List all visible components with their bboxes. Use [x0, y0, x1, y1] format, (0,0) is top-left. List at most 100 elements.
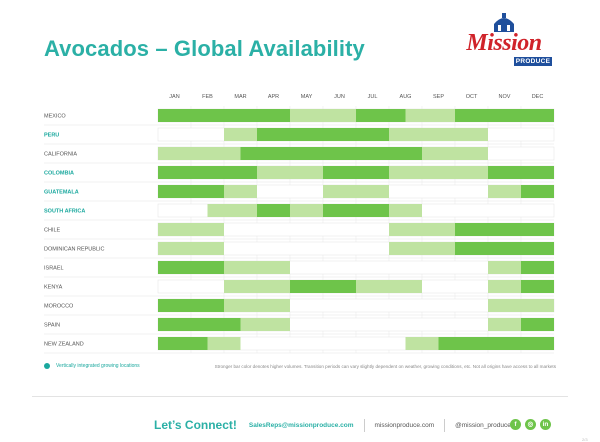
footer-handle-link[interactable]: @mission_produce [455, 421, 511, 429]
row-label-spain: SPAIN [44, 323, 60, 329]
availability-bar [455, 242, 554, 255]
row-label-new-zealand: NEW ZEALAND [44, 342, 84, 348]
logo-subtitle: PRODUCE [514, 57, 552, 66]
availability-bar [455, 109, 554, 122]
footer-separator [444, 418, 446, 432]
availability-bar [158, 318, 241, 331]
row-label-chile: CHILE [44, 228, 61, 234]
availability-bar [290, 109, 356, 122]
availability-bar [323, 166, 389, 179]
availability-bar [158, 185, 224, 198]
row-label-dominican-republic: DOMINICAN REPUBLIC [44, 247, 105, 253]
availability-bar [257, 204, 290, 217]
availability-bar [257, 128, 389, 141]
social-links: f ◎ in [510, 419, 555, 430]
footer-divider [32, 396, 568, 397]
mission-dome-icon [494, 13, 514, 32]
row-label-california: CALIFORNIA [44, 152, 77, 158]
availability-bar [158, 261, 224, 274]
footer-email-link[interactable]: SalesReps@missionproduce.com [248, 421, 354, 429]
row-label-peru: PERU [44, 133, 59, 139]
availability-bar [488, 185, 521, 198]
availability-bar [488, 318, 521, 331]
footer-connect: Let’s Connect! [154, 418, 237, 432]
month-label-feb: FEB [202, 94, 213, 100]
availability-bar [488, 166, 554, 179]
legend-label: Vertically integrated growing locations [56, 363, 140, 369]
month-label-mar: MAR [234, 94, 246, 100]
availability-bar [438, 337, 554, 350]
row-label-mexico: MEXICO [44, 114, 66, 120]
footer: Let’s Connect! SalesReps@missionproduce.… [154, 418, 511, 432]
brand-logo[interactable]: Mission PRODUCE [450, 12, 558, 66]
availability-bar [257, 166, 323, 179]
availability-bar [323, 185, 389, 198]
month-label-jul: JUL [368, 94, 378, 100]
availability-bar [158, 223, 224, 236]
availability-bar [405, 337, 439, 350]
availability-bar [389, 204, 422, 217]
instagram-icon[interactable]: ◎ [525, 419, 536, 430]
page-number: 2/3 [582, 437, 588, 442]
availability-bar [521, 318, 554, 331]
month-label-sep: SEP [433, 94, 444, 100]
availability-bar [488, 261, 521, 274]
month-label-apr: APR [268, 94, 279, 100]
legend: Vertically integrated growing locations [44, 363, 140, 369]
month-label-dec: DEC [532, 94, 544, 100]
availability-bar [224, 280, 290, 293]
availability-bar [240, 318, 290, 331]
availability-bar [389, 223, 455, 236]
availability-bar [422, 147, 488, 160]
page-title: Avocados – Global Availability [44, 36, 365, 61]
month-label-jan: JAN [169, 94, 179, 100]
availability-bar [521, 280, 554, 293]
row-label-israel: ISRAEL [44, 266, 64, 272]
availability-bar [207, 337, 241, 350]
footer-separator [363, 418, 365, 432]
month-label-nov: NOV [499, 94, 511, 100]
availability-bar [455, 223, 554, 236]
availability-bar [158, 337, 208, 350]
availability-bar [290, 280, 356, 293]
month-label-oct: OCT [466, 94, 478, 100]
facebook-icon[interactable]: f [510, 419, 521, 430]
row-label-south-africa: SOUTH AFRICA [44, 209, 85, 215]
availability-bar [224, 185, 257, 198]
availability-bar [389, 242, 455, 255]
availability-bar [356, 109, 406, 122]
availability-bar [158, 166, 257, 179]
availability-bar [158, 109, 290, 122]
availability-bar [356, 280, 422, 293]
availability-bar [224, 261, 290, 274]
availability-chart: JAN FEB MAR APR MAY JUN JUL AUG SEP OCT NOV DEC MEXI… [44, 94, 555, 354]
availability-bar [240, 147, 422, 160]
logo-wordmark: Mission [466, 30, 542, 56]
availability-bar [158, 299, 224, 312]
row-label-kenya: KENYA [44, 285, 63, 291]
availability-bar [488, 280, 521, 293]
availability-bar [158, 147, 241, 160]
chart-note: Stronger bar color denotes higher volume… [214, 364, 556, 369]
availability-bar [405, 109, 455, 122]
availability-bar [488, 299, 554, 312]
month-label-jun: JUN [334, 94, 345, 100]
row-label-guatemala: GUATEMALA [44, 190, 79, 196]
availability-bar [521, 261, 554, 274]
row-label-colombia: COLOMBIA [44, 171, 74, 177]
footer-website-link[interactable]: missionproduce.com [374, 421, 435, 429]
availability-bar [158, 242, 224, 255]
availability-bar [224, 299, 290, 312]
availability-bar [389, 166, 488, 179]
availability-bar [224, 128, 257, 141]
month-label-aug: AUG [400, 94, 412, 100]
availability-bar [207, 204, 257, 217]
availability-bar [290, 204, 323, 217]
availability-bar [389, 128, 488, 141]
legend-dot-icon [44, 363, 50, 369]
month-label-may: MAY [301, 94, 313, 100]
availability-bar [521, 185, 554, 198]
availability-bar [323, 204, 389, 217]
linkedin-icon[interactable]: in [540, 419, 551, 430]
row-label-morocco: MOROCCO [44, 304, 74, 310]
